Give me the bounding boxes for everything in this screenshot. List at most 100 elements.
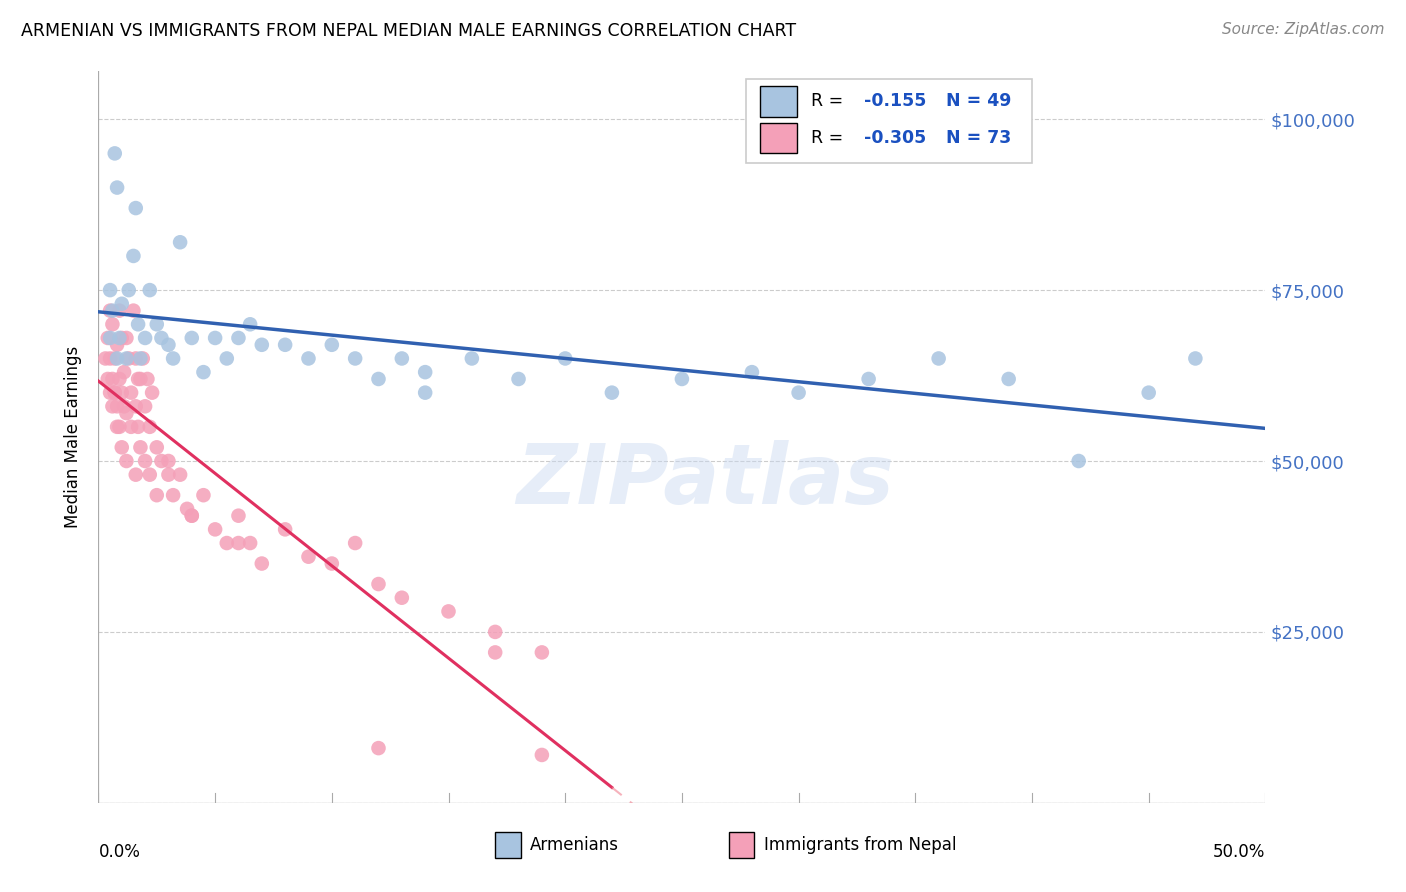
Point — [1137, 385, 1160, 400]
Point — [157, 467, 180, 482]
Point — [98, 351, 121, 366]
Point — [111, 385, 134, 400]
Point — [180, 508, 202, 523]
Point — [115, 454, 138, 468]
Point — [134, 331, 156, 345]
Point — [461, 351, 484, 366]
Point — [321, 338, 343, 352]
Point — [125, 467, 148, 482]
Point — [115, 331, 138, 345]
Point — [111, 440, 134, 454]
Point — [118, 283, 141, 297]
Y-axis label: Median Male Earnings: Median Male Earnings — [65, 346, 83, 528]
Point — [134, 400, 156, 414]
Point — [741, 365, 763, 379]
Point — [367, 577, 389, 591]
Point — [157, 338, 180, 352]
Point — [105, 338, 128, 352]
Point — [125, 201, 148, 215]
Point — [122, 249, 145, 263]
Text: ZIPatlas: ZIPatlas — [516, 441, 894, 522]
Text: ARMENIAN VS IMMIGRANTS FROM NEPAL MEDIAN MALE EARNINGS CORRELATION CHART: ARMENIAN VS IMMIGRANTS FROM NEPAL MEDIAN… — [21, 22, 796, 40]
Point — [127, 420, 149, 434]
Point — [101, 318, 124, 332]
Point — [193, 488, 215, 502]
FancyBboxPatch shape — [495, 832, 520, 858]
Text: R =: R = — [811, 129, 849, 147]
Point — [176, 501, 198, 516]
Point — [105, 180, 128, 194]
Point — [94, 351, 117, 366]
Point — [136, 372, 159, 386]
Point — [115, 351, 138, 366]
Point — [193, 365, 215, 379]
Point — [274, 522, 297, 536]
Point — [104, 385, 127, 400]
Point — [125, 400, 148, 414]
Text: N = 49: N = 49 — [946, 93, 1011, 111]
Point — [111, 297, 134, 311]
Point — [344, 351, 367, 366]
FancyBboxPatch shape — [747, 78, 1032, 163]
Point — [169, 467, 191, 482]
Text: -0.305: -0.305 — [863, 129, 927, 147]
Point — [297, 351, 319, 366]
Point — [120, 420, 142, 434]
Point — [146, 440, 169, 454]
Text: Immigrants from Nepal: Immigrants from Nepal — [763, 836, 956, 854]
Point — [391, 591, 413, 605]
Point — [101, 400, 124, 414]
Point — [162, 351, 184, 366]
Point — [367, 372, 389, 386]
Point — [274, 338, 297, 352]
FancyBboxPatch shape — [761, 86, 797, 117]
Point — [413, 385, 436, 400]
Point — [132, 351, 155, 366]
Point — [98, 385, 121, 400]
Point — [169, 235, 191, 250]
Point — [150, 331, 173, 345]
Point — [101, 372, 124, 386]
Point — [104, 351, 127, 366]
Point — [139, 420, 162, 434]
Point — [1184, 351, 1206, 366]
Point — [228, 331, 250, 345]
Point — [129, 351, 152, 366]
Point — [120, 385, 142, 400]
Point — [141, 385, 163, 400]
Point — [146, 318, 169, 332]
Point — [105, 351, 128, 366]
Point — [150, 454, 173, 468]
Point — [146, 488, 169, 502]
Point — [139, 467, 162, 482]
Point — [321, 557, 343, 571]
Point — [215, 351, 238, 366]
Text: 50.0%: 50.0% — [1213, 843, 1265, 861]
Point — [239, 536, 262, 550]
Text: -0.155: -0.155 — [863, 93, 927, 111]
Point — [104, 146, 127, 161]
Point — [228, 508, 250, 523]
Point — [108, 372, 131, 386]
Point — [108, 303, 131, 318]
Point — [250, 557, 273, 571]
Point — [122, 303, 145, 318]
Point — [127, 372, 149, 386]
Point — [105, 420, 128, 434]
Point — [139, 283, 162, 297]
Point — [367, 741, 389, 756]
FancyBboxPatch shape — [761, 122, 797, 153]
Point — [118, 351, 141, 366]
Point — [391, 351, 413, 366]
Point — [437, 604, 460, 618]
Point — [112, 400, 135, 414]
FancyBboxPatch shape — [728, 832, 754, 858]
Point — [250, 338, 273, 352]
Point — [530, 747, 553, 762]
Point — [508, 372, 530, 386]
Point — [162, 488, 184, 502]
Point — [111, 331, 134, 345]
Text: N = 73: N = 73 — [946, 129, 1011, 147]
Point — [115, 406, 138, 420]
Point — [204, 522, 226, 536]
